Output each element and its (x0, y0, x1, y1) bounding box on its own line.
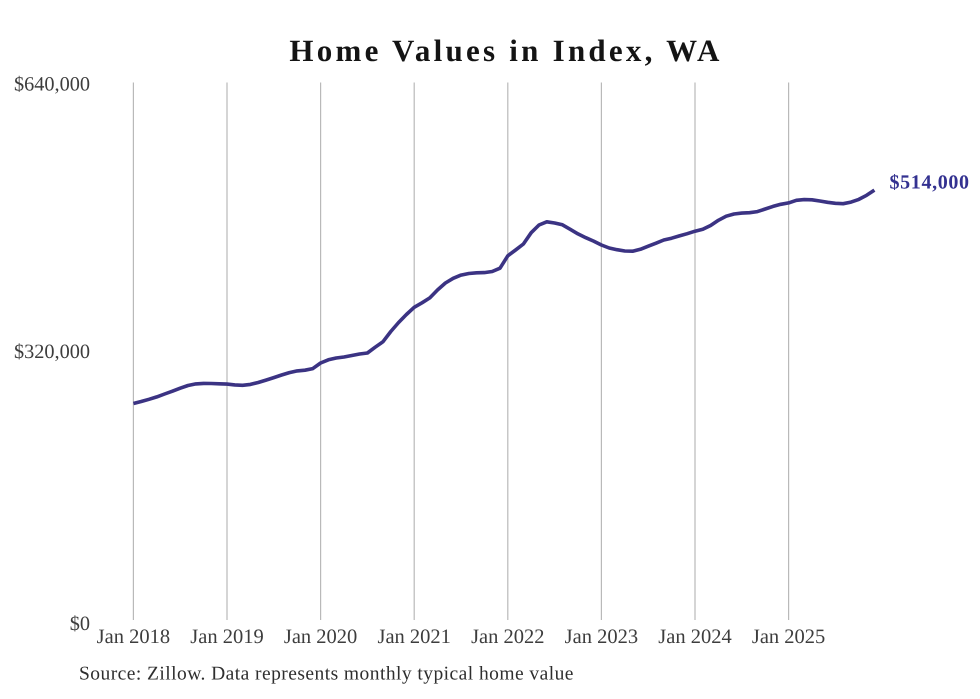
svg-text:$514,000: $514,000 (890, 171, 970, 193)
svg-text:$640,000: $640,000 (14, 73, 90, 95)
svg-text:Jan 2019: Jan 2019 (190, 626, 263, 648)
svg-text:$0: $0 (70, 613, 90, 635)
svg-text:Jan 2021: Jan 2021 (377, 626, 450, 648)
svg-text:Jan 2024: Jan 2024 (658, 626, 731, 648)
svg-text:Jan 2023: Jan 2023 (565, 626, 638, 648)
svg-text:Source: Zillow. Data represent: Source: Zillow. Data represents monthly … (79, 663, 574, 684)
svg-text:$320,000: $320,000 (14, 341, 90, 363)
svg-text:Jan 2020: Jan 2020 (284, 626, 357, 648)
svg-text:Jan 2018: Jan 2018 (97, 626, 170, 648)
svg-text:Jan 2022: Jan 2022 (471, 626, 544, 648)
svg-text:Home Values in Index, WA: Home Values in Index, WA (289, 33, 722, 68)
svg-text:Jan 2025: Jan 2025 (752, 626, 825, 648)
